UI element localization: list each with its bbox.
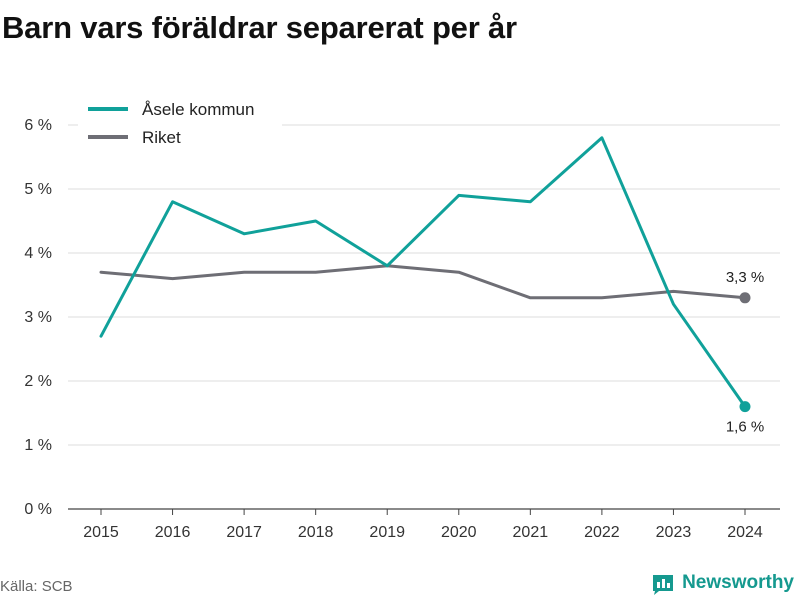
y-tick-label: 1 % [24,437,52,454]
y-tick-label: 0 % [24,501,52,518]
newsworthy-logo-icon [653,575,674,595]
source-note: Källa: SCB [0,578,73,595]
end-value-label: 1,6 % [726,419,764,436]
series-line [99,136,747,409]
grid-lines [68,124,780,510]
legend-label: Riket [142,128,181,147]
legend-label: Åsele kommun [142,100,254,119]
x-tick-label: 2021 [513,524,549,541]
y-tick-label: 3 % [24,309,52,326]
x-tick-label: 2023 [656,524,692,541]
y-tick-label: 5 % [24,181,52,198]
y-tick-label: 4 % [24,245,52,262]
brand-name: Newsworthy [682,572,794,593]
end-point-marker [739,292,751,304]
x-tick-label: 2018 [298,524,334,541]
legend-box [78,96,282,154]
x-tick-label: 2020 [441,524,477,541]
x-tick-label: 2019 [369,524,405,541]
y-axis: 0 % 1 % 2 % 3 % 4 % 5 % 6 % [24,117,52,518]
end-point-marker [739,401,751,413]
x-tick-label: 2024 [727,524,763,541]
end-value-label: 3,3 % [726,269,764,286]
y-tick-label: 2 % [24,373,52,390]
x-tick-label: 2015 [83,524,119,541]
brand-logo: Newsworthy [650,569,794,597]
x-tick-label: 2017 [226,524,262,541]
chart-title: Barn vars föräldrar separerat per år [2,10,517,45]
x-axis: 2015 2016 2017 2018 2019 2020 2021 2022 2023 2024 [68,508,780,541]
y-tick-label: 6 % [24,117,52,134]
x-tick-label: 2022 [584,524,620,541]
x-tick-label: 2016 [155,524,191,541]
series-line [99,264,747,300]
series-lines: 3,3 % 1,6 % [99,136,764,436]
legend: Åsele kommun Riket [78,96,282,154]
